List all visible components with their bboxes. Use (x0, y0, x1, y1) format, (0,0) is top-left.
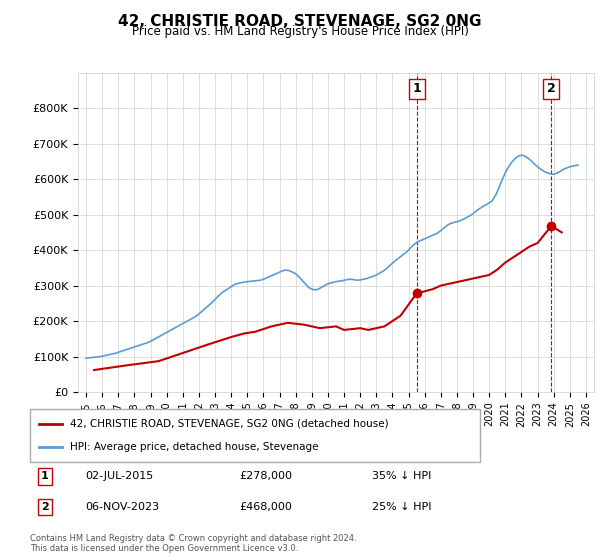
Text: 06-NOV-2023: 06-NOV-2023 (85, 502, 160, 512)
Text: 35% ↓ HPI: 35% ↓ HPI (372, 471, 431, 481)
FancyBboxPatch shape (30, 409, 480, 462)
Text: Price paid vs. HM Land Registry's House Price Index (HPI): Price paid vs. HM Land Registry's House … (131, 25, 469, 38)
Text: 25% ↓ HPI: 25% ↓ HPI (372, 502, 432, 512)
Text: 1: 1 (412, 82, 421, 95)
Text: 1: 1 (41, 471, 49, 481)
Text: HPI: Average price, detached house, Stevenage: HPI: Average price, detached house, Stev… (71, 442, 319, 452)
Text: 42, CHRISTIE ROAD, STEVENAGE, SG2 0NG (detached house): 42, CHRISTIE ROAD, STEVENAGE, SG2 0NG (d… (71, 419, 389, 429)
Text: £278,000: £278,000 (240, 471, 293, 481)
Text: 2: 2 (547, 82, 556, 95)
Text: £468,000: £468,000 (240, 502, 293, 512)
Text: 02-JUL-2015: 02-JUL-2015 (85, 471, 154, 481)
Text: 42, CHRISTIE ROAD, STEVENAGE, SG2 0NG: 42, CHRISTIE ROAD, STEVENAGE, SG2 0NG (118, 14, 482, 29)
Text: 2: 2 (41, 502, 49, 512)
Text: Contains HM Land Registry data © Crown copyright and database right 2024.
This d: Contains HM Land Registry data © Crown c… (30, 534, 356, 553)
